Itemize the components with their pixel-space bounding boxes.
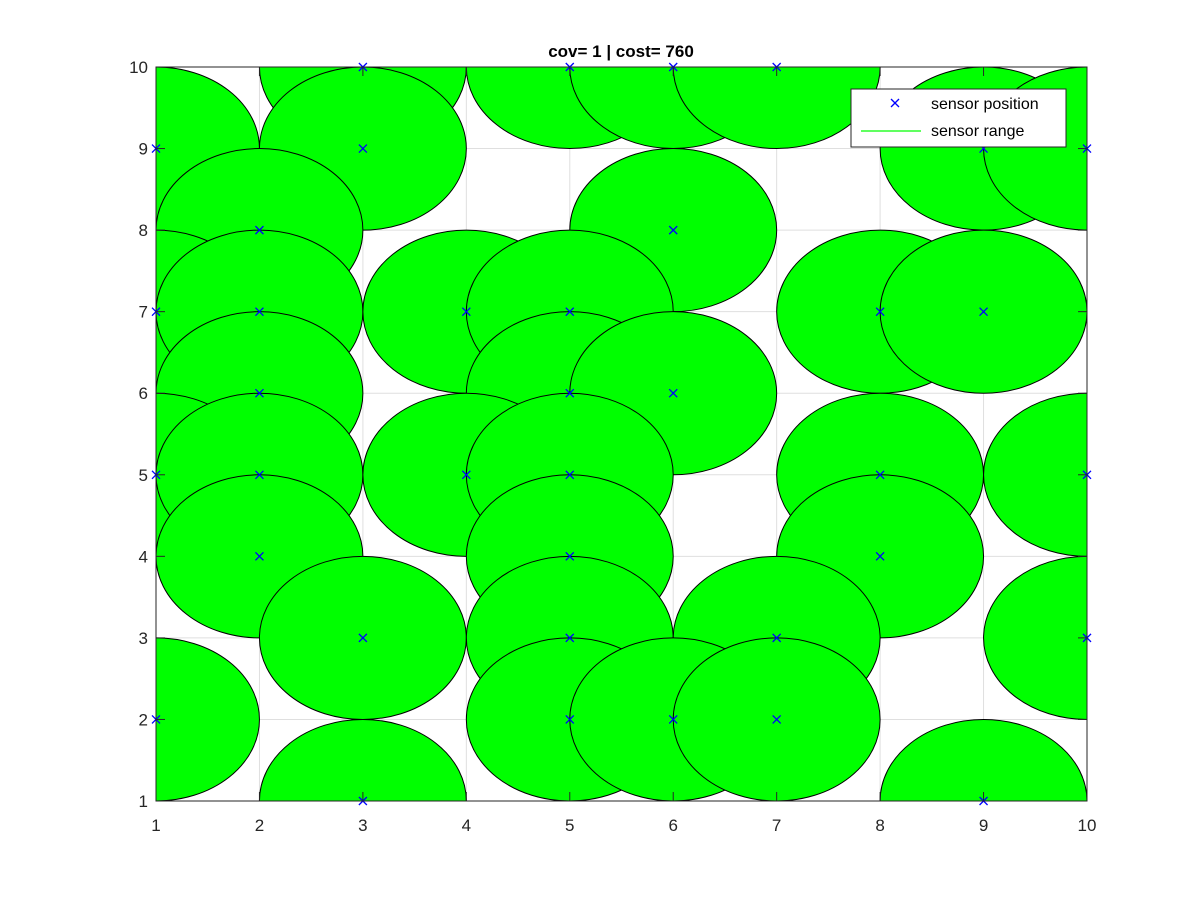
sensor-position-marker [358, 144, 368, 154]
sensor-position-marker [565, 714, 575, 724]
sensor-position-marker [254, 470, 264, 480]
marker-stroke [875, 551, 885, 561]
x-tick-label: 9 [979, 816, 988, 835]
x-tick-label: 4 [462, 816, 471, 835]
x-tick-label: 8 [875, 816, 884, 835]
sensor-position-marker [565, 470, 575, 480]
plot-area-frame [155, 66, 1088, 802]
sensor-range-circle [258, 718, 467, 801]
y-tick-label: 3 [139, 629, 148, 648]
marker-stroke [254, 388, 264, 398]
sensor-position-marker [772, 714, 782, 724]
marker-stroke [565, 388, 575, 398]
marker-stroke [565, 470, 575, 480]
marker-stroke [461, 307, 471, 317]
sensor-position-marker [772, 633, 782, 643]
marker-stroke [875, 470, 885, 480]
x-tick-label: 5 [565, 816, 574, 835]
marker-stroke [668, 225, 678, 235]
legend-box [850, 88, 1067, 148]
marker-stroke [565, 307, 575, 317]
sensor-range-circle [672, 67, 881, 150]
sensor-position-marker [565, 633, 575, 643]
y-tick-label: 9 [139, 140, 148, 159]
sensor-position-marker [875, 551, 885, 561]
y-tick-label: 5 [139, 466, 148, 485]
sensor-position-marker [668, 388, 678, 398]
marker-stroke [875, 307, 885, 317]
marker-stroke [254, 307, 264, 317]
sensor-position-marker [875, 307, 885, 317]
x-tick-label: 10 [1078, 816, 1097, 835]
marker-stroke [358, 633, 368, 643]
y-tick-label: 4 [139, 547, 148, 566]
x-tick-label: 7 [772, 816, 781, 835]
sensor-position-marker [254, 307, 264, 317]
sensor-position-marker [254, 388, 264, 398]
x-tick-label: 1 [151, 816, 160, 835]
marker-stroke [772, 714, 782, 724]
sensor-position-marker [254, 551, 264, 561]
y-tick-label: 2 [139, 710, 148, 729]
marker-stroke [772, 633, 782, 643]
marker-stroke [668, 388, 678, 398]
marker-stroke [565, 633, 575, 643]
marker-stroke [461, 470, 471, 480]
marker-stroke [254, 551, 264, 561]
sensor-position-marker [565, 307, 575, 317]
chart-title: cov= 1 | cost= 760 [548, 42, 694, 61]
y-tick-label: 6 [139, 384, 148, 403]
x-tick-label: 3 [358, 816, 367, 835]
sensor-position-marker [565, 388, 575, 398]
sensor-position-marker [358, 633, 368, 643]
y-tick-label: 10 [129, 58, 148, 77]
axis-ticks: 1 2 3 4 5 6 7 8 9 10 1 2 3 4 5 6 7 8 9 10 [129, 58, 1096, 835]
legend: sensor position sensor range [850, 88, 1067, 148]
sensor-position-marker [254, 225, 264, 235]
marker-stroke [358, 144, 368, 154]
marker-stroke [668, 714, 678, 724]
sensor-position-marker [979, 307, 989, 317]
sensor-position-marker [461, 307, 471, 317]
sensor-position-marker [668, 225, 678, 235]
y-tick-label: 7 [139, 303, 148, 322]
sensor-position-marker [565, 551, 575, 561]
x-tick-label: 2 [255, 816, 264, 835]
legend-label-sensor-position: sensor position [931, 96, 1039, 113]
legend-marker-sensor-position [890, 98, 900, 108]
marker-stroke [254, 470, 264, 480]
sensor-position-marker [668, 714, 678, 724]
marker-stroke [565, 714, 575, 724]
marker-stroke [979, 307, 989, 317]
marker-stroke [565, 551, 575, 561]
sensor-position-marker [461, 470, 471, 480]
sensor-range-circle [879, 718, 1087, 801]
marker-stroke [254, 225, 264, 235]
y-tick-label: 1 [139, 792, 148, 811]
x-tick-label: 6 [668, 816, 677, 835]
legend-label-sensor-range: sensor range [931, 123, 1024, 140]
y-tick-label: 8 [139, 221, 148, 240]
sensor-range-circle [156, 637, 260, 801]
sensor-position-marker [875, 470, 885, 480]
